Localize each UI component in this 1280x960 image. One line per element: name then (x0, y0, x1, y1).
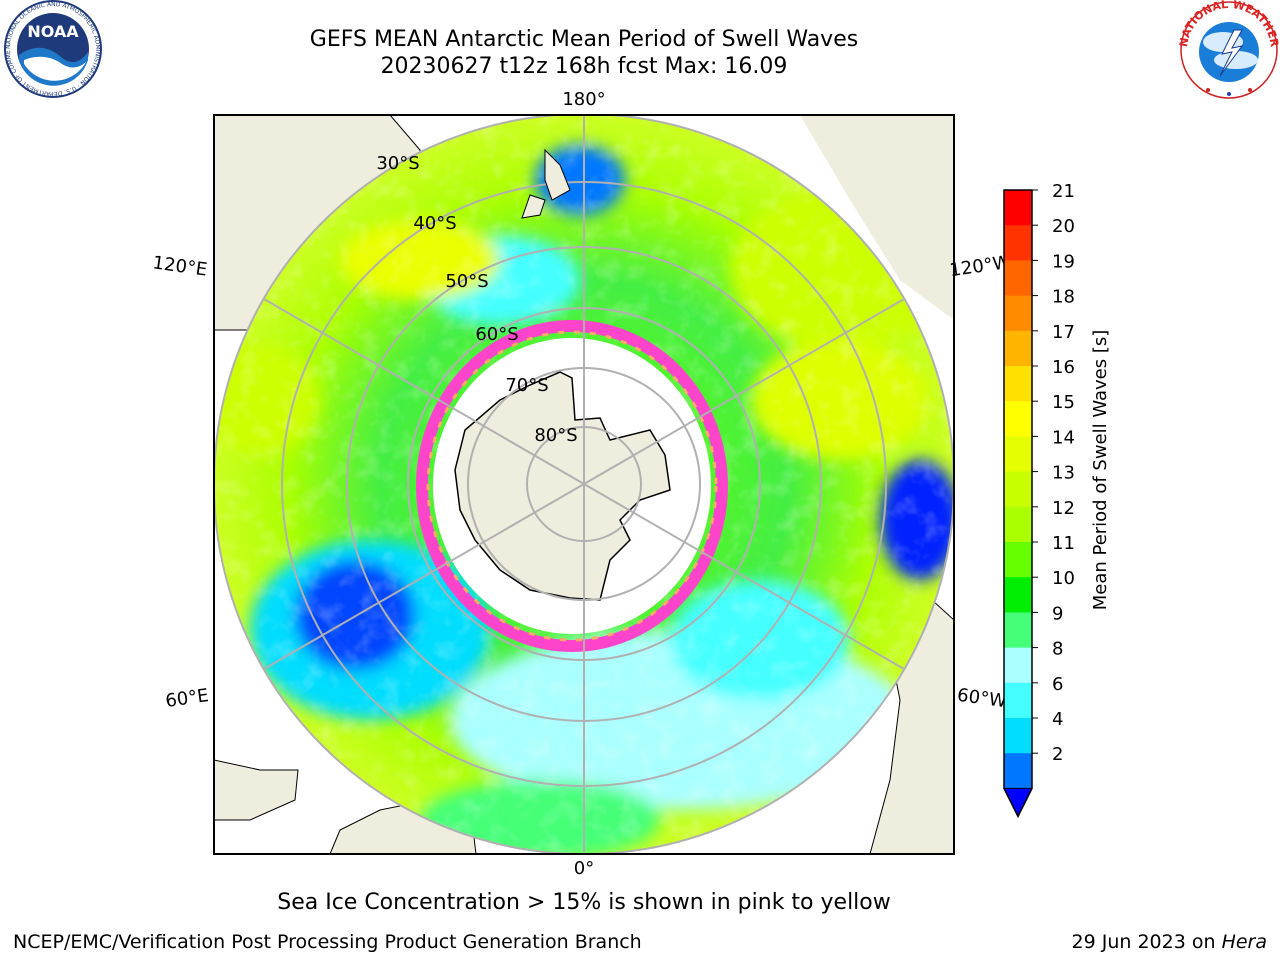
lon-label-180: 180° (562, 89, 605, 110)
colorbar-segment (1004, 436, 1032, 473)
colorbar-segment (1004, 577, 1032, 613)
colorbar-segment (1004, 225, 1032, 261)
colorbar-tick-label: 8 (1052, 639, 1063, 660)
new-zealand (521, 148, 571, 219)
footer-date-text: 29 Jun 2023 on (1071, 931, 1216, 953)
colorbar-tick-label: 12 (1052, 498, 1075, 519)
chart-title: GEFS MEAN Antarctic Mean Period of Swell… (309, 27, 859, 52)
colorbar-tick-label: 18 (1052, 287, 1075, 308)
colorbar-segment (1004, 471, 1032, 508)
colorbar-segment (1004, 260, 1032, 297)
colorbar-tick-label: 21 (1052, 181, 1075, 202)
colorbar: 21 20 19 18 17 16 15 14 13 12 11 10 9 8 6 4 2 (1003, 181, 1075, 819)
colorbar-segment (1004, 542, 1032, 578)
lat-label-40s: 40°S (413, 213, 456, 234)
lon-label-0: 0° (574, 858, 594, 879)
sea-ice-note: Sea Ice Concentration > 15% is shown in … (277, 890, 891, 915)
noaa-logo: NATIONAL OCEANIC AND ATMOSPHERIC ADMINIS… (0, 0, 102, 98)
colorbar-tick-label: 17 (1052, 322, 1075, 343)
lat-label-50s: 50°S (445, 271, 488, 292)
colorbar-frame (1003, 189, 1033, 819)
colorbar-segment (1004, 647, 1032, 684)
footer-date: 29 Jun 2023 on Hera (1072, 931, 1268, 953)
svg-text:NOAA: NOAA (27, 22, 79, 41)
colorbar-segment (1004, 753, 1032, 789)
lat-label-60s: 60°S (475, 324, 518, 345)
colorbar-tick-label: 9 (1052, 603, 1063, 624)
colorbar-segment (1004, 682, 1032, 719)
footer-machine: Hera (1221, 931, 1267, 953)
lat-label-30s: 30°S (376, 153, 419, 174)
map-frame (213, 114, 955, 855)
lon-label-60w: 60°W (956, 685, 1008, 713)
colorbar-tick-label: 13 (1052, 463, 1075, 484)
colorbar-tick-label: 11 (1052, 533, 1075, 554)
colorbar-segment (1004, 295, 1032, 332)
antarctica (454, 371, 671, 601)
colorbar-tick-label: 15 (1052, 392, 1075, 413)
colorbar-segment (1004, 612, 1032, 649)
colorbar-tick-label: 10 (1052, 568, 1075, 589)
colorbar-segment (1004, 401, 1032, 437)
colorbar-label: Mean Period of Swell Waves [s] (1090, 330, 1111, 611)
colorbar-tick-label: 2 (1052, 744, 1063, 765)
colorbar-tick-label: 19 (1052, 251, 1075, 272)
chart-subtitle: 20230627 t12z 168h fcst Max: 16.09 (380, 54, 788, 79)
lat-label-80s: 80°S (534, 425, 577, 446)
graticule (214, 115, 954, 854)
colorbar-segment (1004, 366, 1032, 402)
lon-label-120w: 120°W (948, 252, 1012, 281)
nws-logo: NATIONAL WEATHER SERVICE (1178, 0, 1280, 99)
colorbar-tick-label: 4 (1052, 709, 1063, 730)
colorbar-segment (1004, 718, 1032, 754)
footer-credit: NCEP/EMC/Verification Post Processing Pr… (13, 931, 642, 953)
lat-label-70s: 70°S (505, 375, 548, 396)
colorbar-tick-label: 20 (1052, 216, 1075, 237)
colorbar-tick-label: 16 (1052, 357, 1075, 378)
colorbar-tick-label: 6 (1052, 674, 1063, 695)
lon-label-120e: 120°E (151, 252, 208, 280)
colorbar-segment (1004, 190, 1032, 226)
colorbar-segment (1004, 330, 1032, 367)
colorbar-tick-label: 14 (1052, 427, 1075, 448)
lon-label-60e: 60°E (164, 685, 210, 712)
colorbar-segment (1004, 506, 1032, 543)
colorbar-extend-triangle (1003, 787, 1033, 818)
